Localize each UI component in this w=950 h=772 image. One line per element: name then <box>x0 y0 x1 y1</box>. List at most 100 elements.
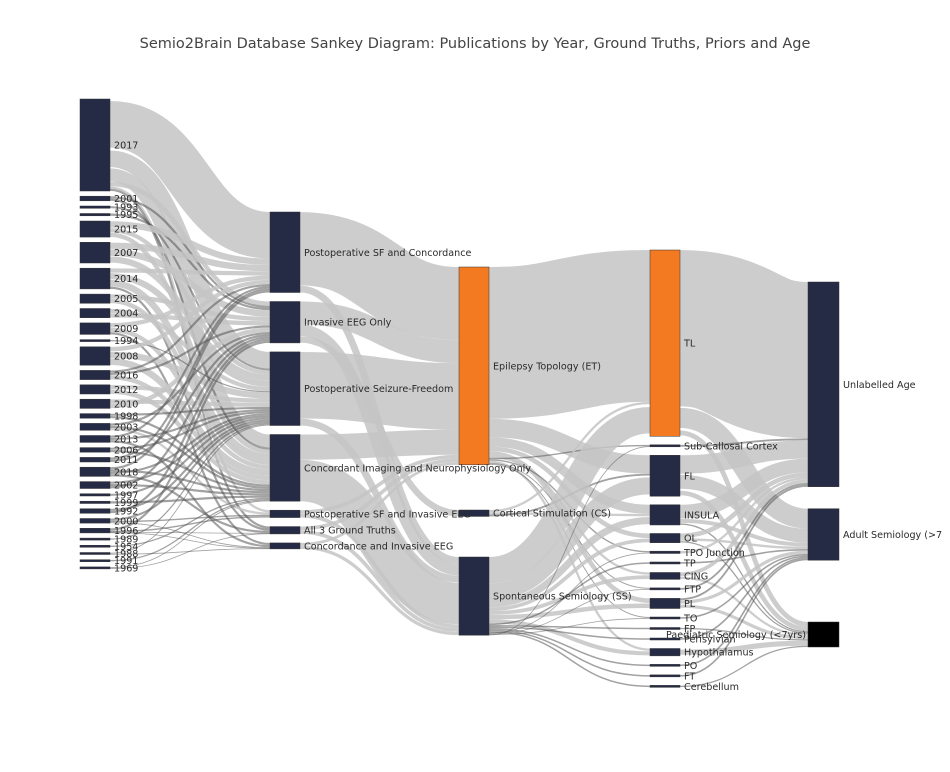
sankey-link-pSS-rTL[interactable] <box>487 407 652 584</box>
sankey-link-rINS-aAS[interactable] <box>679 518 809 547</box>
sankey-node-y1969[interactable] <box>79 566 111 570</box>
sankey-link-pSS-rTP[interactable] <box>488 562 651 626</box>
sankey-link-gtA3-pET[interactable] <box>299 458 460 531</box>
sankey-node-y2009[interactable] <box>79 322 111 335</box>
sankey-link-rSCC-aUA[interactable] <box>679 438 809 447</box>
sankey-link-y1996-gtCIE[interactable] <box>109 532 271 549</box>
sankey-node-y1998[interactable] <box>79 413 111 419</box>
sankey-node-y1997[interactable] <box>79 493 111 497</box>
sankey-link-rFL-aUA[interactable] <box>679 440 809 474</box>
sankey-link-y2018-gtPSC[interactable] <box>109 290 271 470</box>
sankey-node-gtCIE[interactable] <box>269 542 301 550</box>
sankey-link-rFL-aPS[interactable] <box>679 490 809 632</box>
sankey-node-rFT[interactable] <box>649 674 681 678</box>
sankey-node-rSCC[interactable] <box>649 444 681 448</box>
sankey-link-pSS-rINS[interactable] <box>488 517 651 608</box>
sankey-link-pSS-rTO[interactable] <box>488 618 651 635</box>
sankey-link-gtIEO-pET[interactable] <box>299 301 460 364</box>
sankey-link-pET-rSCC[interactable] <box>488 444 651 460</box>
sankey-node-y1992[interactable] <box>79 508 111 514</box>
sankey-node-y1994[interactable] <box>79 339 111 342</box>
sankey-node-y1989[interactable] <box>79 537 111 541</box>
sankey-link-pSS-rCING[interactable] <box>488 575 651 615</box>
sankey-link-rTPO-aUA[interactable] <box>679 477 809 554</box>
sankey-link-rTL-aUA[interactable] <box>677 250 811 439</box>
sankey-link-y1996-gtPSI[interactable] <box>109 516 271 532</box>
sankey-link-y2006-gtPSF[interactable] <box>109 411 271 450</box>
sankey-link-y2016-gtIEO[interactable] <box>109 325 271 375</box>
sankey-link-y1989-gtPSF[interactable] <box>109 423 271 540</box>
sankey-node-y2013[interactable] <box>79 435 111 443</box>
sankey-link-rTO-aAS[interactable] <box>679 553 809 619</box>
sankey-link-pSS-rCER[interactable] <box>488 631 651 688</box>
sankey-link-gtCIE-pET[interactable] <box>299 462 460 546</box>
sankey-link-pSS-rOL[interactable] <box>488 538 651 612</box>
sankey-link-pET-rTL[interactable] <box>488 250 651 419</box>
sankey-link-y2018-gtA3[interactable] <box>109 474 271 534</box>
sankey-link-y1988-gtPSF[interactable] <box>109 424 271 554</box>
sankey-node-gtPSC[interactable] <box>269 211 301 293</box>
sankey-link-pSS-rSCC[interactable] <box>488 446 651 636</box>
sankey-link-rCER-aPS[interactable] <box>679 645 809 688</box>
sankey-link-y1992-gtPSF[interactable] <box>109 419 271 511</box>
sankey-node-y1996[interactable] <box>79 528 111 534</box>
sankey-node-y2015[interactable] <box>79 220 111 238</box>
sankey-link-pSS-rFL[interactable] <box>488 477 651 601</box>
sankey-node-rTPO[interactable] <box>649 550 681 554</box>
sankey-link-y2015-gtPSC[interactable] <box>109 221 271 265</box>
sankey-node-gtPSI[interactable] <box>269 509 301 518</box>
sankey-node-y1988[interactable] <box>79 552 111 555</box>
sankey-link-gtA3-pSS[interactable] <box>299 530 460 632</box>
sankey-link-rTL-aAS[interactable] <box>679 407 809 529</box>
sankey-link-y2012-gtPSF[interactable] <box>109 385 271 403</box>
sankey-node-rCING[interactable] <box>649 572 681 580</box>
sankey-link-y2011-gtPSC[interactable] <box>109 288 271 460</box>
sankey-node-y2008[interactable] <box>79 346 111 366</box>
sankey-link-y2018-gtPSF[interactable] <box>109 413 271 474</box>
sankey-node-aAS[interactable] <box>807 508 840 561</box>
sankey-node-gtCIN[interactable] <box>269 434 301 502</box>
sankey-link-y2009-gtPSC[interactable] <box>109 275 271 328</box>
sankey-link-pCS-rTL[interactable] <box>488 401 651 513</box>
sankey-link-gtPSI-pET[interactable] <box>299 454 460 514</box>
sankey-node-aUA[interactable] <box>807 281 840 487</box>
sankey-node-rPERI[interactable] <box>649 637 681 641</box>
sankey-node-y1999[interactable] <box>79 500 111 504</box>
sankey-node-y2018[interactable] <box>79 466 111 477</box>
sankey-link-rPL-aUA[interactable] <box>679 484 809 601</box>
sankey-node-y2001[interactable] <box>79 195 111 202</box>
sankey-link-y2014-gtPSF[interactable] <box>109 273 271 388</box>
sankey-node-gtA3[interactable] <box>269 526 301 535</box>
sankey-link-y1995-gtIEO[interactable] <box>109 213 271 311</box>
sankey-link-y2000-gtPSF[interactable] <box>109 421 271 521</box>
sankey-node-aPS[interactable] <box>807 621 840 648</box>
sankey-link-rFP-aPS[interactable] <box>679 627 809 641</box>
sankey-link-pSS-rFP[interactable] <box>488 625 651 630</box>
sankey-node-y2002[interactable] <box>79 481 111 489</box>
sankey-link-rPERI-aAS[interactable] <box>679 555 809 640</box>
sankey-link-y2016-gtPSC[interactable] <box>109 284 271 373</box>
sankey-link-y1996-gtA3[interactable] <box>109 531 271 534</box>
sankey-node-gtPSF[interactable] <box>269 351 301 426</box>
sankey-node-y2003[interactable] <box>79 423 111 431</box>
sankey-link-y2007-gtPSC[interactable] <box>109 242 271 272</box>
sankey-link-y2001-gtIEO[interactable] <box>109 196 271 309</box>
sankey-link-y2002-gtIEO[interactable] <box>109 336 271 489</box>
sankey-node-pCS[interactable] <box>458 509 490 517</box>
sankey-link-y2017-gtPSC[interactable] <box>108 100 272 259</box>
sankey-node-y1954[interactable] <box>79 545 111 548</box>
sankey-link-pSS-rHYPO[interactable] <box>488 619 651 656</box>
sankey-node-y2010[interactable] <box>79 398 111 409</box>
sankey-node-rOL[interactable] <box>649 533 681 543</box>
sankey-node-y1991[interactable] <box>79 559 111 562</box>
sankey-link-y2007-gtIEO[interactable] <box>109 249 271 317</box>
sankey-link-y2010-gtIEO[interactable] <box>109 327 271 409</box>
sankey-node-y1993[interactable] <box>79 205 111 209</box>
sankey-link-y1991-gtCIN[interactable] <box>109 499 271 562</box>
sankey-link-rTP-aAS[interactable] <box>679 549 809 564</box>
sankey-node-rHYPO[interactable] <box>649 648 681 657</box>
sankey-node-y2012[interactable] <box>79 384 111 395</box>
sankey-node-y2006[interactable] <box>79 447 111 453</box>
sankey-node-rFL[interactable] <box>649 455 681 497</box>
sankey-link-y1997-gtPSF[interactable] <box>109 417 271 496</box>
